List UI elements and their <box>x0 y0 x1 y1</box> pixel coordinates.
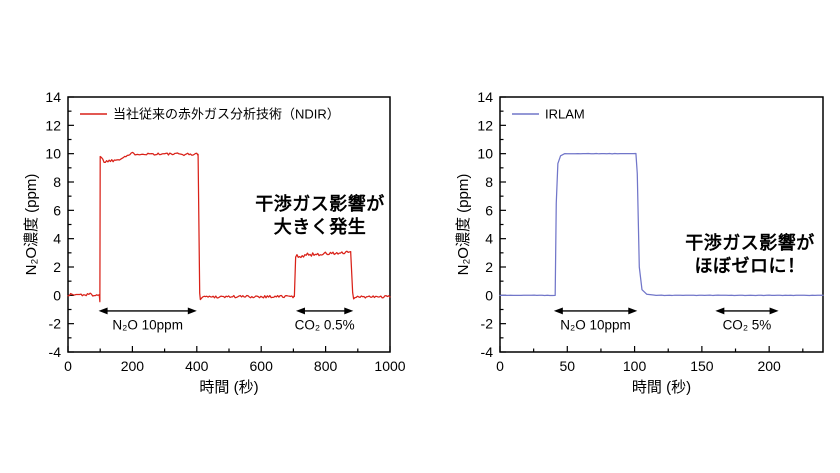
y-axis-title: N₂O濃度 (ppm) <box>23 174 40 276</box>
y-tick-label: 10 <box>477 146 493 162</box>
y-tick-label: 6 <box>53 202 61 218</box>
series-line-irlam <box>499 152 824 297</box>
chart-ndir: 0 200 400 600 800 1000 -4 -2 0 2 4 6 8 10 12 14 時間 (秒) N₂… <box>23 89 406 396</box>
annotation-line-1: 干渉ガス影響が <box>255 194 385 214</box>
y-tick-label: 14 <box>45 89 61 105</box>
legend-label: 当社従来の赤外ガス分析技術（NDIR） <box>113 107 340 122</box>
x-axis-title: 時間 (秒) <box>632 379 691 396</box>
gas-exposure-label: N₂O 10ppm <box>112 317 183 332</box>
annotation-line-2: ほぼゼロに！ <box>694 256 806 276</box>
y-tick-label: 2 <box>485 259 493 275</box>
x-tick-label: 400 <box>185 358 209 374</box>
x-tick-label: 200 <box>121 358 145 374</box>
x-tick-label: 50 <box>560 358 576 374</box>
y-tick-label: -2 <box>481 316 494 332</box>
arrowhead-left <box>553 307 563 315</box>
x-tick-label: 1000 <box>374 358 405 374</box>
arrowhead-right <box>769 307 779 315</box>
y-tick-label: 2 <box>53 259 61 275</box>
legend: 当社従来の赤外ガス分析技術（NDIR） <box>80 107 340 122</box>
y-tick-label: -4 <box>481 344 494 360</box>
y-tick-label: 4 <box>53 231 61 247</box>
y-tick-label: -2 <box>49 316 62 332</box>
gas-exposure-arrow: N₂O 10ppm <box>553 307 638 332</box>
annotation-line-2: 大きく発生 <box>273 217 367 237</box>
y-tick-label: 8 <box>485 174 493 190</box>
x-axis-title: 時間 (秒) <box>199 379 258 396</box>
legend: IRLAM <box>512 107 585 122</box>
gas-exposure-arrow: N₂O 10ppm <box>98 307 197 332</box>
arrowhead-left <box>295 307 305 315</box>
gas-exposure-arrow: CO₂ 5% <box>715 307 779 332</box>
x-tick-label: 100 <box>623 358 647 374</box>
x-tick-label: 0 <box>64 358 72 374</box>
y-tick-label: -4 <box>49 344 62 360</box>
chart-irlam: 0 50 100 150 200 -4 -2 0 2 4 6 8 10 12 14 時間 (秒) N₂O濃度 (… <box>455 89 824 396</box>
annotation-line-1: 干渉ガス影響が <box>685 233 815 253</box>
gas-exposure-label: CO₂ 0.5% <box>295 317 355 332</box>
y-tick-label: 0 <box>53 287 61 303</box>
y-tick-label: 10 <box>45 146 61 162</box>
legend-label: IRLAM <box>545 107 585 122</box>
gas-exposure-label: CO₂ 5% <box>723 317 772 332</box>
arrowhead-right <box>628 307 638 315</box>
interference-annotation-ndir: 干渉ガス影響が 大きく発生 <box>210 193 430 239</box>
y-tick-label: 12 <box>477 117 493 133</box>
x-tick-label: 150 <box>690 358 714 374</box>
y-tick-label: 4 <box>485 231 493 247</box>
gas-exposure-arrow: CO₂ 0.5% <box>295 307 355 332</box>
arrowhead-right <box>344 307 354 315</box>
x-tick-label: 800 <box>314 358 338 374</box>
y-tick-label: 0 <box>485 287 493 303</box>
y-tick-label: 12 <box>45 117 61 133</box>
arrowhead-right <box>187 307 197 315</box>
x-tick-label: 200 <box>757 358 781 374</box>
arrowhead-left <box>715 307 725 315</box>
y-tick-label: 6 <box>485 202 493 218</box>
series-line-ndir <box>67 151 391 303</box>
y-axis-title: N₂O濃度 (ppm) <box>455 174 472 276</box>
y-tick-label: 14 <box>477 89 493 105</box>
gas-exposure-label: N₂O 10ppm <box>560 317 631 332</box>
y-tick-label: 8 <box>53 174 61 190</box>
plot-frame <box>499 96 824 353</box>
interference-annotation-irlam: 干渉ガス影響が ほぼゼロに！ <box>650 232 840 278</box>
x-tick-label: 600 <box>250 358 274 374</box>
x-tick-label: 0 <box>496 358 504 374</box>
arrowhead-left <box>98 307 108 315</box>
